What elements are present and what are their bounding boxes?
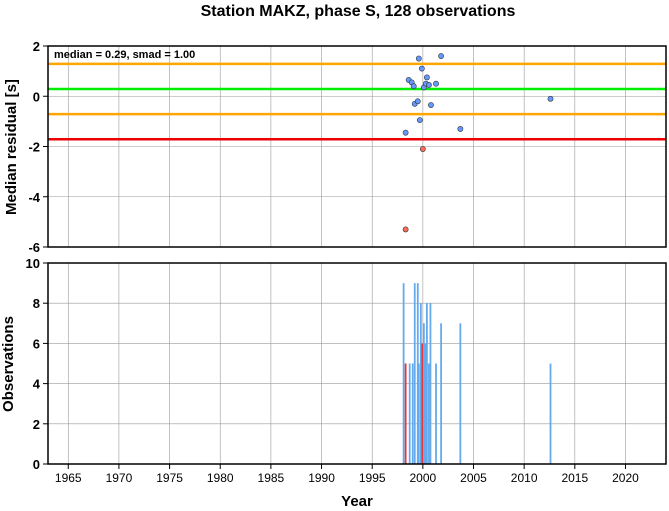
chart-title: Station MAKZ, phase S, 128 observations — [201, 3, 516, 20]
year-tick-label: 1970 — [106, 471, 133, 485]
observation-bar — [416, 283, 419, 464]
year-tick-label: 2020 — [612, 471, 639, 485]
observation-bars — [402, 283, 552, 464]
year-tick-labels: 1965 1970 1975 1980 1985 1990 1995 2000 2005 2010… — [55, 464, 639, 485]
residual-point — [426, 82, 432, 88]
observation-bar — [419, 303, 422, 464]
residual-y-tick-labels: 2 0 -2 -4 -6 — [28, 39, 48, 255]
observations-y-tick-label: 4 — [33, 377, 41, 392]
observation-bar — [426, 303, 428, 464]
year-tick-label: 1995 — [359, 471, 386, 485]
observations-y-tick-label: 10 — [26, 256, 40, 271]
residual-point — [410, 83, 417, 90]
observation-bar — [402, 283, 405, 464]
observations-y-tick-label: 6 — [33, 336, 40, 351]
residual-y-tick-label: -2 — [28, 140, 40, 155]
observation-bar — [408, 363, 411, 464]
observation-bar — [549, 363, 552, 464]
residual-y-tick-label: 2 — [33, 39, 40, 54]
observations-plot-frame — [47, 262, 667, 465]
observation-bar — [429, 303, 432, 464]
residual-y-axis-label: Median residual [s] — [3, 79, 20, 215]
residual-gridlines — [48, 45, 666, 248]
residual-point — [428, 102, 434, 108]
residual-point — [402, 129, 409, 136]
residual-point — [419, 146, 426, 152]
observation-bar — [424, 343, 427, 464]
year-tick-label: 2005 — [460, 471, 487, 485]
observation-bar — [435, 363, 437, 464]
residual-y-tick-label: 0 — [33, 89, 40, 104]
residual-point — [438, 53, 444, 59]
year-tick-label: 2010 — [511, 471, 538, 485]
residual-point — [547, 95, 554, 102]
observation-bar — [422, 323, 425, 464]
residual-point — [424, 74, 430, 81]
year-tick-label: 1980 — [207, 471, 234, 485]
residual-point — [418, 65, 425, 72]
year-tick-label: 2015 — [561, 471, 588, 485]
observations-y-tick-label: 0 — [33, 457, 40, 472]
observation-bar — [413, 283, 416, 464]
residual-point — [416, 117, 423, 124]
year-tick-label: 1985 — [258, 471, 285, 485]
observation-bar — [428, 363, 430, 464]
residual-point — [414, 98, 421, 105]
residual-y-tick-label: -4 — [28, 190, 40, 205]
residual-reference-lines — [48, 62, 666, 141]
year-tick-label: 1975 — [156, 471, 183, 485]
observation-bar — [440, 323, 442, 464]
residual-points — [402, 53, 554, 233]
residual-point — [415, 55, 422, 62]
residual-point — [433, 80, 439, 87]
observation-bar — [417, 363, 420, 464]
observations-y-axis-label: Observations — [0, 316, 17, 412]
year-tick-label: 1990 — [308, 471, 335, 485]
x-axis-label: Year — [341, 493, 373, 510]
observations-y-tick-label: 2 — [33, 417, 40, 432]
residual-point — [457, 126, 464, 132]
observations-plot-area — [48, 263, 666, 464]
observation-bar — [459, 323, 462, 464]
residual-panel: 2 0 -2 -4 -6 median = 0.29, smad = 1.00 Medi… — [3, 39, 667, 255]
residual-y-tick-label: -6 — [28, 240, 40, 255]
residual-point — [402, 226, 409, 233]
year-tick-label: 1965 — [55, 471, 82, 485]
observation-bar — [421, 343, 424, 464]
observation-bar — [404, 363, 407, 464]
observation-bar — [411, 363, 414, 464]
observations-panel: 10 8 6 4 2 0 1965 1970 1975 1980 1985 1990 1995 2000… — [0, 256, 667, 510]
year-tick-label: 2000 — [410, 471, 437, 485]
observations-y-tick-labels: 10 8 6 4 2 0 — [26, 256, 48, 472]
observations-y-tick-label: 8 — [33, 296, 40, 311]
residual-annotation: median = 0.29, smad = 1.00 — [54, 49, 195, 61]
